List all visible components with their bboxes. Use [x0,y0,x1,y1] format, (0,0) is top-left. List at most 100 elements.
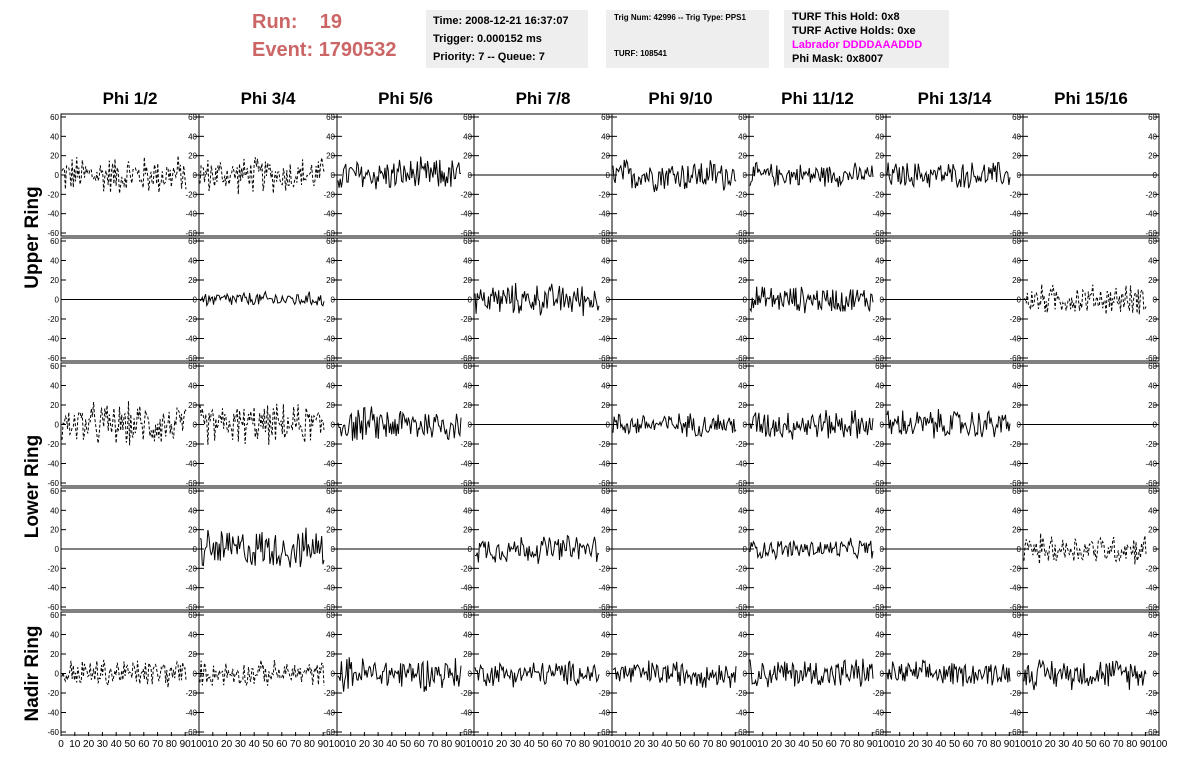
y-tick-label-right: 20 [875,276,884,285]
y-tick-label-left: 0 [55,670,60,679]
y-tick-label-left: -40 [47,584,59,593]
y-tick-label-right: 0 [468,171,473,180]
ring-label: Upper Ring [22,186,43,288]
panel-frame [1022,487,1160,611]
y-tick-label-left: 40 [50,257,59,266]
y-tick-label-right: -40 [598,210,610,219]
y-tick-label-right: 40 [601,132,610,141]
x-tick-label: 10 [207,739,219,750]
y-tick-label-right: 60 [738,237,747,246]
y-tick-label-right: 60 [463,487,472,496]
x-tick-label: 50 [400,739,412,750]
y-tick-label-right: 40 [463,257,472,266]
waveform-solid [337,156,461,190]
y-tick-label-right: -60 [1009,603,1021,612]
y-tick-label-right: -40 [598,335,610,344]
y-tick-label-right: 60 [738,362,747,371]
panel-frame [473,487,613,611]
y-tick-label-left: -60 [47,479,59,488]
x-tick-label: 100 [1015,739,1032,750]
y-tick-label-right: -20 [185,564,197,573]
y-tick-label-right: -40 [460,709,472,718]
y-tick-label-right: -40 [1145,335,1157,344]
waveform-solid [612,158,737,193]
y-tick-label-right: -60 [185,229,197,238]
y-tick-label-right: 60 [188,611,197,620]
y-tick-label-right: 0 [743,171,748,180]
y-tick-label-right: -20 [460,190,472,199]
y-tick-label-right: -40 [460,335,472,344]
y-tick-label-right: 60 [326,611,335,620]
y-tick-label-right: 20 [875,650,884,659]
y-tick-label-right: -40 [185,460,197,469]
waveform-solid [612,660,737,688]
y-tick-label-right: 20 [738,401,747,410]
y-tick-label-right: 40 [601,257,610,266]
y-tick-label-right: 20 [326,276,335,285]
y-tick-label-right: 60 [1148,362,1157,371]
y-tick-label-left: 40 [50,506,59,515]
y-tick-label-right: -20 [735,190,747,199]
y-tick-label-right: 40 [463,382,472,391]
y-tick-label-right: -60 [598,354,610,363]
y-tick-label-right: 40 [188,506,197,515]
y-tick-label-right: -20 [872,564,884,573]
waveform-solid [337,406,462,441]
x-tick-label: 80 [1126,739,1138,750]
y-tick-label-right: 40 [875,631,884,640]
waveform-solid [749,658,874,688]
y-tick-label-right: 0 [1153,545,1158,554]
y-tick-label-right: 20 [1012,401,1021,410]
x-tick-label: 30 [648,739,660,750]
x-tick-label: 90 [455,739,467,750]
waveform-dashed [199,157,325,195]
x-tick-label: 90 [593,739,605,750]
x-tick-label: 60 [1099,739,1111,750]
x-tick-label: 100 [604,739,621,750]
y-tick-label-right: -20 [460,689,472,698]
y-tick-label-right: 60 [1148,237,1157,246]
y-tick-label-right: 40 [1012,631,1021,640]
y-tick-label-right: -60 [735,479,747,488]
x-tick-label: 20 [634,739,646,750]
y-tick-label-left: -60 [47,728,59,737]
y-tick-label-left: 20 [50,276,59,285]
y-tick-label-right: -40 [1145,709,1157,718]
y-tick-label-right: 20 [1012,526,1021,535]
y-tick-label-right: 60 [875,113,884,122]
y-tick-label-right: -20 [185,190,197,199]
x-tick-label: 20 [908,739,920,750]
y-tick-label-right: -60 [460,728,472,737]
x-tick-label: 40 [386,739,398,750]
y-tick-label-left: 60 [50,362,59,371]
waveform-dashed [61,155,187,194]
y-tick-label-right: 60 [1012,113,1021,122]
x-tick-label: 100 [191,739,208,750]
y-tick-label-right: -20 [598,190,610,199]
y-tick-label-left: -40 [47,210,59,219]
x-tick-label: 50 [949,739,961,750]
x-tick-label: 40 [524,739,536,750]
y-tick-label-right: -60 [1009,479,1021,488]
y-tick-label-right: -20 [872,315,884,324]
y-tick-label-right: 20 [1148,276,1157,285]
y-tick-label-right: 20 [601,526,610,535]
y-tick-label-right: 20 [326,401,335,410]
y-tick-label-left: 20 [50,152,59,161]
y-tick-label-right: -40 [872,584,884,593]
y-tick-label-right: 40 [1148,257,1157,266]
x-tick-label: 10 [620,739,632,750]
x-tick-label: 30 [235,739,247,750]
y-tick-label-right: -40 [1145,460,1157,469]
x-tick-label: 40 [935,739,947,750]
y-tick-label-left: 60 [50,611,59,620]
y-tick-label-right: -20 [460,315,472,324]
waveform-dashed [61,659,187,688]
y-tick-label-right: 40 [875,506,884,515]
y-tick-label-right: -40 [460,210,472,219]
y-tick-label-right: -20 [323,440,335,449]
y-tick-label-right: -60 [323,229,335,238]
y-tick-label-right: 60 [188,362,197,371]
y-tick-label-right: -20 [1145,564,1157,573]
y-tick-label-right: 40 [875,257,884,266]
